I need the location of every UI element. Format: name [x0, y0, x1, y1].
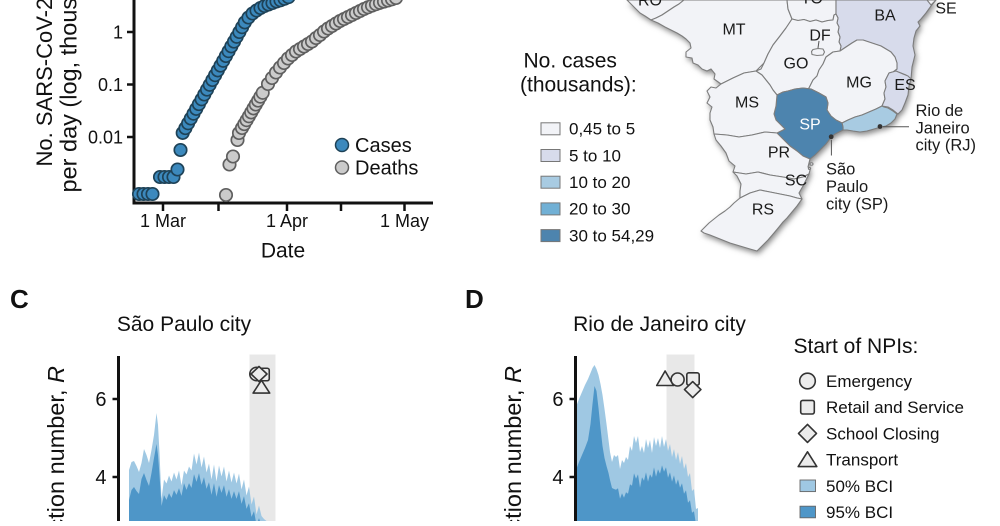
svg-text:1 Mar: 1 Mar — [140, 211, 186, 231]
svg-text:per day (log, thousands): per day (log, thousands) — [56, 0, 82, 193]
svg-text:PR: PR — [768, 145, 790, 162]
svg-text:30 to 54,29: 30 to 54,29 — [569, 226, 654, 245]
svg-text:MT: MT — [722, 22, 745, 39]
svg-text:Cases: Cases — [355, 135, 412, 157]
svg-text:(thousands):: (thousands): — [520, 74, 637, 97]
svg-text:Start of NPIs:: Start of NPIs: — [794, 335, 919, 358]
svg-text:0,45 to 5: 0,45 to 5 — [569, 120, 635, 139]
svg-text:Rio de Janeiro city: Rio de Janeiro city — [573, 313, 746, 336]
svg-text:city (SP): city (SP) — [826, 196, 888, 214]
svg-text:5 to 10: 5 to 10 — [569, 146, 621, 165]
svg-text:0.01: 0.01 — [88, 127, 123, 147]
svg-text:95% BCI: 95% BCI — [826, 503, 893, 521]
svg-text:C: C — [10, 284, 29, 314]
svg-text:SC: SC — [785, 173, 807, 190]
svg-text:0.1: 0.1 — [98, 75, 123, 95]
svg-text:Transport: Transport — [826, 451, 898, 470]
svg-text:Janeiro: Janeiro — [916, 119, 970, 137]
svg-text:School Closing: School Closing — [826, 424, 939, 443]
svg-text:No. cases: No. cases — [524, 50, 617, 73]
svg-text:BA: BA — [874, 8, 896, 25]
svg-text:MS: MS — [735, 95, 759, 112]
svg-text:ES: ES — [894, 77, 915, 94]
svg-text:Emergency: Emergency — [826, 372, 912, 391]
svg-text:Paulo: Paulo — [826, 178, 868, 196]
svg-text:city (RJ): city (RJ) — [916, 137, 977, 155]
svg-text:6: 6 — [95, 389, 106, 411]
svg-text:SE: SE — [935, 1, 956, 18]
svg-text:TO: TO — [801, 0, 823, 8]
svg-text:São Paulo city: São Paulo city — [117, 313, 252, 336]
svg-text:GO: GO — [784, 56, 809, 73]
svg-text:Deaths: Deaths — [355, 158, 418, 180]
svg-text:10 to 20: 10 to 20 — [569, 173, 630, 192]
svg-text:4: 4 — [552, 467, 563, 489]
svg-text:São: São — [826, 161, 855, 179]
svg-text:No. SARS-CoV-2: No. SARS-CoV-2 — [32, 0, 57, 167]
svg-text:DF: DF — [809, 28, 831, 45]
svg-text:RO: RO — [638, 0, 662, 10]
svg-text:RS: RS — [752, 202, 774, 219]
svg-text:D: D — [465, 284, 484, 314]
svg-text:1 Apr: 1 Apr — [266, 211, 308, 231]
svg-text:1: 1 — [113, 22, 123, 42]
svg-text:50% BCI: 50% BCI — [826, 477, 893, 496]
svg-text:Reproduction number, R: Reproduction number, R — [500, 366, 526, 521]
svg-text:MG: MG — [846, 75, 872, 92]
svg-text:1 May: 1 May — [380, 211, 429, 231]
svg-text:6: 6 — [552, 389, 563, 411]
svg-text:Date: Date — [261, 240, 305, 263]
svg-text:Reproduction number, R: Reproduction number, R — [43, 366, 69, 521]
svg-text:Retail and Service: Retail and Service — [826, 398, 964, 417]
svg-text:SP: SP — [799, 117, 820, 134]
svg-text:4: 4 — [95, 467, 106, 489]
svg-text:20 to 30: 20 to 30 — [569, 200, 630, 219]
svg-text:Rio de: Rio de — [916, 102, 964, 120]
